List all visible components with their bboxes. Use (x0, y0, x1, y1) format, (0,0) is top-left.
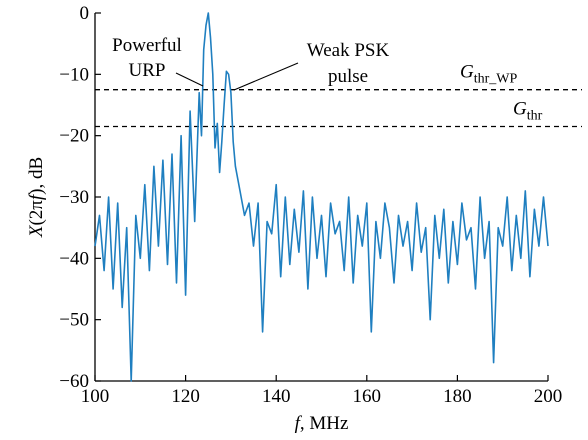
threshold-label-thr-sub: thr (527, 108, 543, 123)
annotation-urp-pointer (175, 72, 204, 87)
annotation-urp-line1: Powerful (112, 35, 182, 56)
y-tick-label: −20 (59, 126, 89, 147)
x-tick-label: 120 (171, 386, 200, 407)
series-line-0 (94, 12, 549, 382)
y-tick-label: −40 (59, 248, 89, 269)
annotation-psk-pointer (233, 62, 299, 91)
series-group (94, 12, 549, 382)
threshold-label-thr-main: G (513, 98, 527, 119)
x-tick-label: 100 (81, 386, 110, 407)
x-tick-label: 140 (262, 386, 291, 407)
y-axis-label-var: X (26, 224, 47, 238)
x-axis-label: f, MHz (295, 413, 349, 434)
y-axis-label: X(2πf), dB (26, 157, 47, 238)
x-tick-label: 160 (353, 386, 382, 407)
threshold-label-thr: Gthr (513, 98, 543, 123)
annotation-psk-line1: Weak PSK (307, 40, 390, 61)
annotation-psk-line2: pulse (328, 66, 368, 87)
threshold-label-wp-sub: thr_WP (474, 72, 518, 87)
threshold-lines (95, 89, 582, 128)
annotations: Powerful URP Weak PSK pulse (112, 35, 390, 91)
y-axis-label-arg-open: (2π (26, 200, 47, 226)
y-ticks: 0 −10 −20 −30 −40 −50 −60 (59, 3, 101, 392)
y-axis-label-arg-close: ) (26, 189, 47, 195)
y-axis-label-unit: , dB (26, 157, 47, 189)
threshold-label-wp-main: G (460, 62, 474, 83)
x-ticks: 100 120 140 160 180 200 (81, 375, 563, 407)
annotation-urp-line2: URP (129, 60, 166, 81)
x-tick-label: 180 (443, 386, 472, 407)
y-tick-label: −50 (59, 310, 89, 331)
threshold-label-wp: Gthr_WP (460, 62, 518, 87)
x-axis-label-unit: , MHz (300, 413, 349, 434)
threshold-labels: Gthr_WP Gthr (460, 62, 543, 124)
x-axis-label-var: f (295, 413, 303, 434)
y-tick-label: −60 (59, 371, 89, 392)
y-axis-label-arg-var: f (26, 192, 47, 200)
x-tick-label: 200 (534, 386, 563, 407)
y-tick-label: −30 (59, 187, 89, 208)
y-tick-label: 0 (80, 3, 90, 24)
y-tick-label: −10 (59, 64, 89, 85)
